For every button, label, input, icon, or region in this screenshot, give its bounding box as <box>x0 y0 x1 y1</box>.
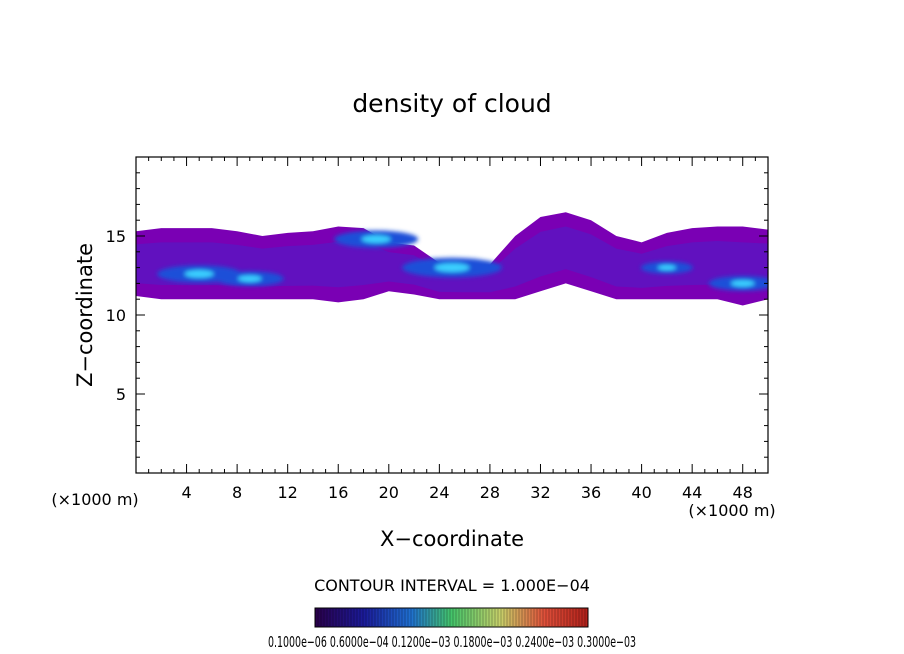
colorbar-labels: 0.1000e−06 0.6000e−04 0.1200e−03 0.1800e… <box>268 633 636 651</box>
y-tick-label: 15 <box>106 227 126 246</box>
plot-area <box>136 212 768 306</box>
x-tick-label: 16 <box>328 483 348 502</box>
minor-ticks <box>136 157 768 473</box>
x-tick-label: 44 <box>682 483 702 502</box>
x-tick-label: 40 <box>631 483 651 502</box>
dense-core-peak-2 <box>361 235 391 244</box>
dense-core-peak-3 <box>434 263 470 273</box>
dense-core-peak-0 <box>184 270 214 278</box>
x-tick-label: 48 <box>733 483 753 502</box>
x-axis-label: X−coordinate <box>380 527 524 551</box>
dense-cores <box>157 230 768 291</box>
x-tick-label: 28 <box>480 483 500 502</box>
cloud-inner-layer <box>136 226 768 293</box>
dense-core-peak-1 <box>237 275 262 282</box>
x-tick-label: 32 <box>530 483 550 502</box>
y-tick-label: 5 <box>116 385 126 404</box>
x-tick-label: 8 <box>232 483 242 502</box>
x-tick-label: 20 <box>379 483 399 502</box>
dense-core-peak-4 <box>657 264 676 271</box>
x-axis-ticks: 4 8 12 16 20 24 28 32 36 40 44 48 <box>181 157 753 502</box>
x-unit-left: (×1000 m) <box>51 490 138 509</box>
y-axis-label: Z−coordinate <box>73 243 97 387</box>
x-unit-right: (×1000 m) <box>688 501 775 520</box>
x-tick-label: 24 <box>429 483 449 502</box>
contour-interval-label: CONTOUR INTERVAL = 1.000E−04 <box>314 576 590 595</box>
colorbar <box>314 607 589 628</box>
x-tick-label: 36 <box>581 483 601 502</box>
x-tick-label: 4 <box>181 483 191 502</box>
dense-core-peak-5 <box>730 280 755 287</box>
y-tick-label: 10 <box>106 306 126 325</box>
chart-title: density of cloud <box>352 89 551 118</box>
x-tick-label: 12 <box>278 483 298 502</box>
y-axis-ticks: 5 10 15 <box>106 227 768 404</box>
colorbar-contour-lines <box>317 609 586 626</box>
plot-frame <box>135 156 769 474</box>
